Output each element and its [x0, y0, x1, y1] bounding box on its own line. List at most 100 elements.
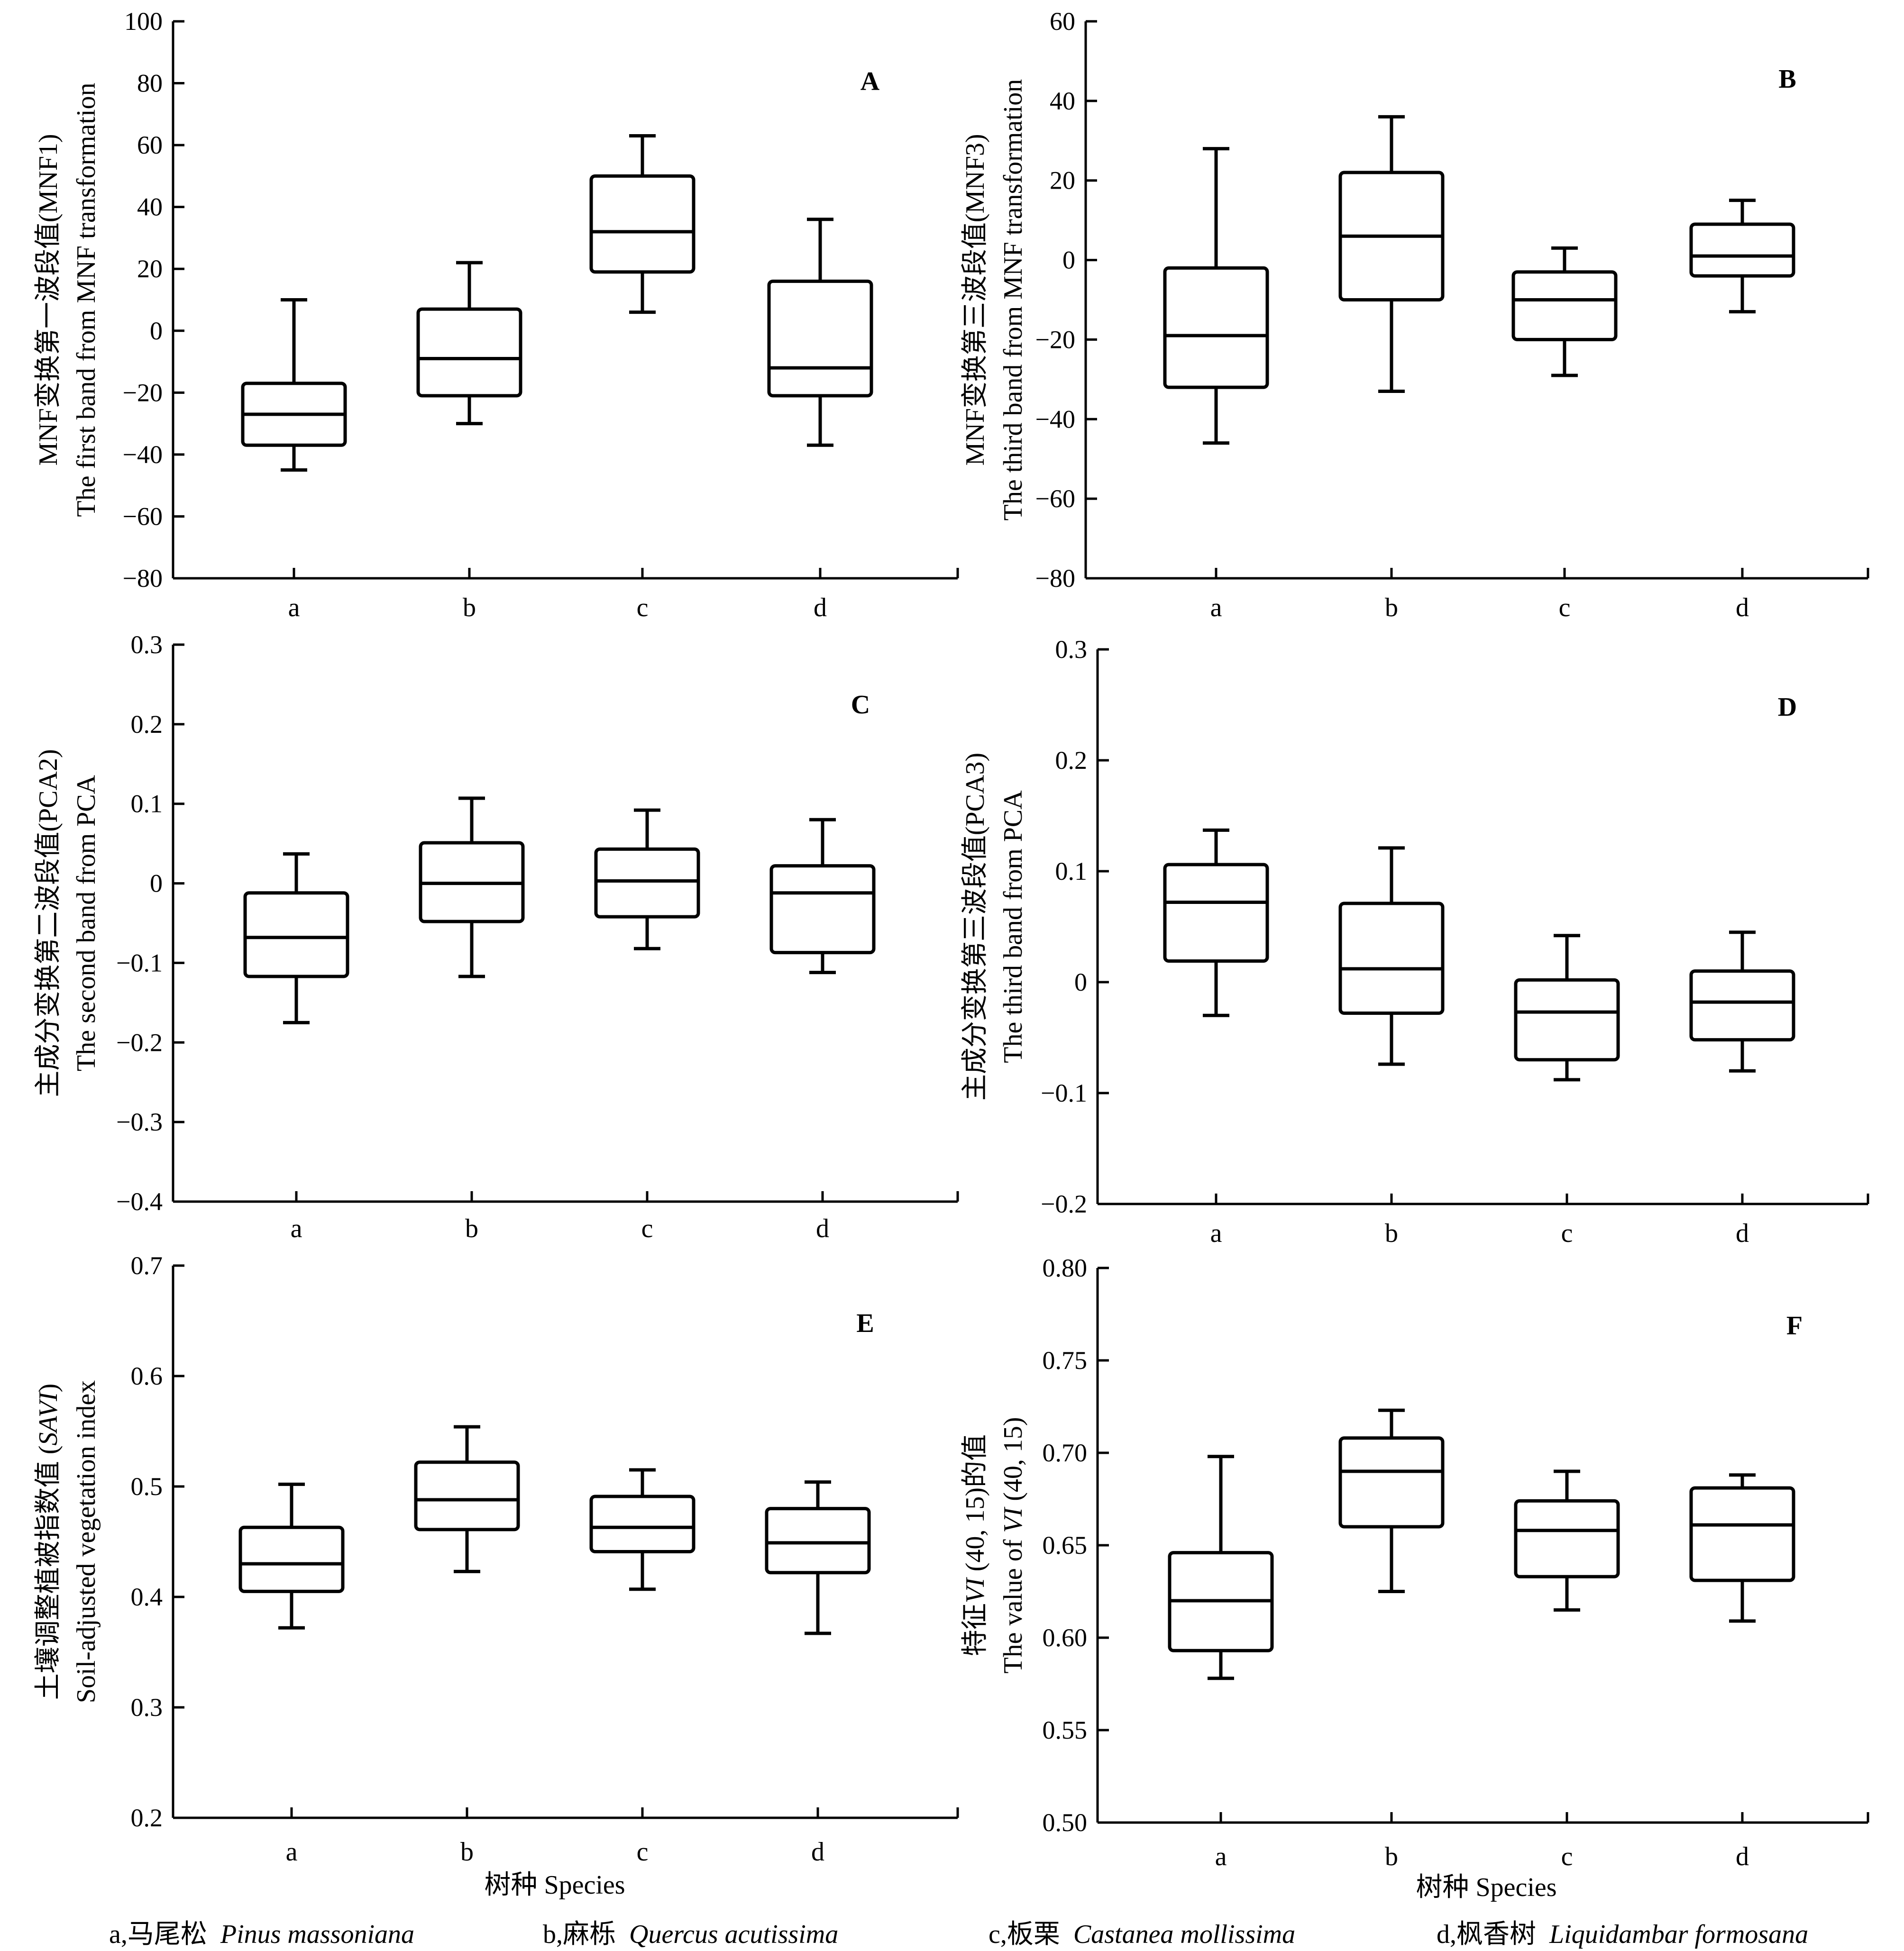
x-tick-label: d: [811, 1837, 824, 1867]
box: [1163, 863, 1269, 963]
box: [1163, 266, 1269, 389]
y-tick-label: 0.2: [1055, 746, 1088, 775]
y-tick-label: 0.4: [131, 1583, 163, 1611]
x-tick-label: c: [1561, 1842, 1573, 1871]
box: [1689, 1486, 1795, 1582]
legend-a-key: a,马尾松: [109, 1920, 207, 1949]
box: [1338, 1436, 1445, 1529]
y-tick-label: 0: [1062, 246, 1075, 274]
legend-b: b,麻栎 Quercus acutissima: [543, 1913, 838, 1951]
y-tick-label: −0.4: [116, 1187, 163, 1216]
x-tick-label: d: [1736, 593, 1749, 622]
x-tick-label: c: [1561, 1219, 1573, 1248]
y-tick-label: 0.75: [1043, 1346, 1088, 1375]
y-tick-label: 0: [150, 869, 163, 898]
x-tick-label: c: [641, 1214, 653, 1243]
y-tick-label: −0.2: [116, 1028, 163, 1057]
y-tick-label: 20: [1050, 166, 1075, 195]
y-tick-label: −0.1: [116, 948, 163, 977]
box: [1511, 270, 1618, 341]
y-tick-label: 80: [137, 69, 163, 98]
y-tick-label: 60: [1050, 7, 1075, 36]
legend-a-species: Pinus massoniana: [220, 1920, 415, 1949]
y-axis-label: 主成分变换第三波段值(PCA3): [961, 753, 990, 1101]
legend-d: d,枫香树 Liquidambar formosana: [1437, 1913, 1808, 1951]
x-tick-label: a: [288, 593, 300, 622]
x-tick-label: a: [1210, 1219, 1222, 1248]
panel-label: F: [1786, 1311, 1803, 1340]
box: [594, 847, 700, 919]
box: [238, 1525, 345, 1593]
y-tick-label: 0.50: [1043, 1808, 1088, 1837]
x-tick-label: b: [1385, 1219, 1398, 1248]
y-tick-label: 40: [1050, 87, 1075, 115]
x-tick-label: d: [1736, 1842, 1749, 1871]
box: [243, 891, 349, 978]
y-axis-label: The second band from PCA: [72, 775, 101, 1071]
y-tick-label: 0.3: [131, 630, 163, 659]
y-tick-label: 0: [1074, 968, 1087, 996]
y-axis-label: The third band from PCA: [998, 790, 1028, 1063]
y-tick-label: 0.65: [1043, 1531, 1088, 1559]
y-axis-label: The third band from MNF transformation: [998, 79, 1028, 521]
y-tick-label: 0.2: [131, 710, 163, 738]
y-tick-label: −80: [1035, 564, 1075, 593]
y-tick-label: 0.3: [1055, 635, 1088, 664]
y-tick-label: 0.80: [1043, 1254, 1088, 1282]
y-tick-label: 0.1: [131, 790, 163, 818]
y-tick-label: 0.6: [131, 1362, 163, 1390]
x-tick-label: c: [637, 593, 649, 622]
box: [589, 1495, 696, 1553]
x-tick-label: a: [291, 1214, 302, 1243]
y-tick-label: −20: [1035, 325, 1075, 354]
y-axis-label: 主成分变换第二波段值(PCA2): [34, 749, 63, 1097]
panel-label: D: [1778, 693, 1797, 722]
box: [414, 1460, 520, 1532]
x-tick-label: a: [1215, 1842, 1227, 1871]
box: [589, 174, 696, 274]
box: [1689, 969, 1795, 1042]
panel-label: C: [851, 690, 870, 720]
y-tick-label: 0.7: [131, 1251, 163, 1280]
x-axis-title: 树种 Species: [484, 1870, 625, 1900]
y-tick-label: −0.1: [1041, 1079, 1087, 1107]
y-tick-label: 100: [124, 7, 163, 36]
box: [765, 1507, 871, 1575]
y-tick-label: 20: [137, 255, 163, 283]
y-tick-label: −0.3: [116, 1108, 163, 1136]
y-tick-label: 0.3: [131, 1693, 163, 1722]
y-tick-label: 0.5: [131, 1472, 163, 1501]
x-tick-label: a: [286, 1837, 298, 1867]
x-tick-label: b: [1385, 593, 1398, 622]
legend-c-species: Castanea mollissima: [1073, 1920, 1296, 1949]
x-tick-label: d: [816, 1214, 829, 1243]
legend-c-key: c,板栗: [989, 1920, 1060, 1949]
y-axis-label: MNF变换第三波段值(MNF3): [961, 134, 990, 465]
y-tick-label: 0.2: [131, 1804, 163, 1832]
legend-b-species: Quercus acutissima: [629, 1920, 839, 1949]
y-axis-label: 土壤调整植被指数值 (SAVI): [34, 1384, 63, 1700]
x-tick-label: d: [1736, 1219, 1749, 1248]
legend-b-key: b,麻栎: [543, 1920, 616, 1949]
y-axis-label: The first band from MNF transformation: [72, 82, 101, 517]
y-tick-label: 0.1: [1055, 857, 1088, 885]
legend-d-species: Liquidambar formosana: [1549, 1920, 1809, 1949]
y-tick-label: 0.55: [1043, 1716, 1088, 1744]
y-tick-label: 60: [137, 131, 163, 159]
box: [1338, 902, 1445, 1015]
panel-label: B: [1778, 64, 1796, 94]
y-tick-label: −40: [123, 440, 163, 469]
y-tick-label: −80: [123, 564, 163, 593]
box: [416, 307, 522, 398]
x-tick-label: b: [1385, 1842, 1398, 1871]
x-tick-label: c: [637, 1837, 649, 1867]
x-tick-label: b: [463, 593, 476, 622]
x-tick-label: d: [814, 593, 827, 622]
y-tick-label: 0.70: [1043, 1439, 1088, 1467]
y-axis-label: Soil-adjusted vegetation index: [72, 1380, 101, 1703]
x-axis-title: 树种 Species: [1416, 1873, 1556, 1902]
x-tick-label: c: [1559, 593, 1571, 622]
box: [767, 279, 873, 398]
y-tick-label: −20: [123, 378, 163, 407]
